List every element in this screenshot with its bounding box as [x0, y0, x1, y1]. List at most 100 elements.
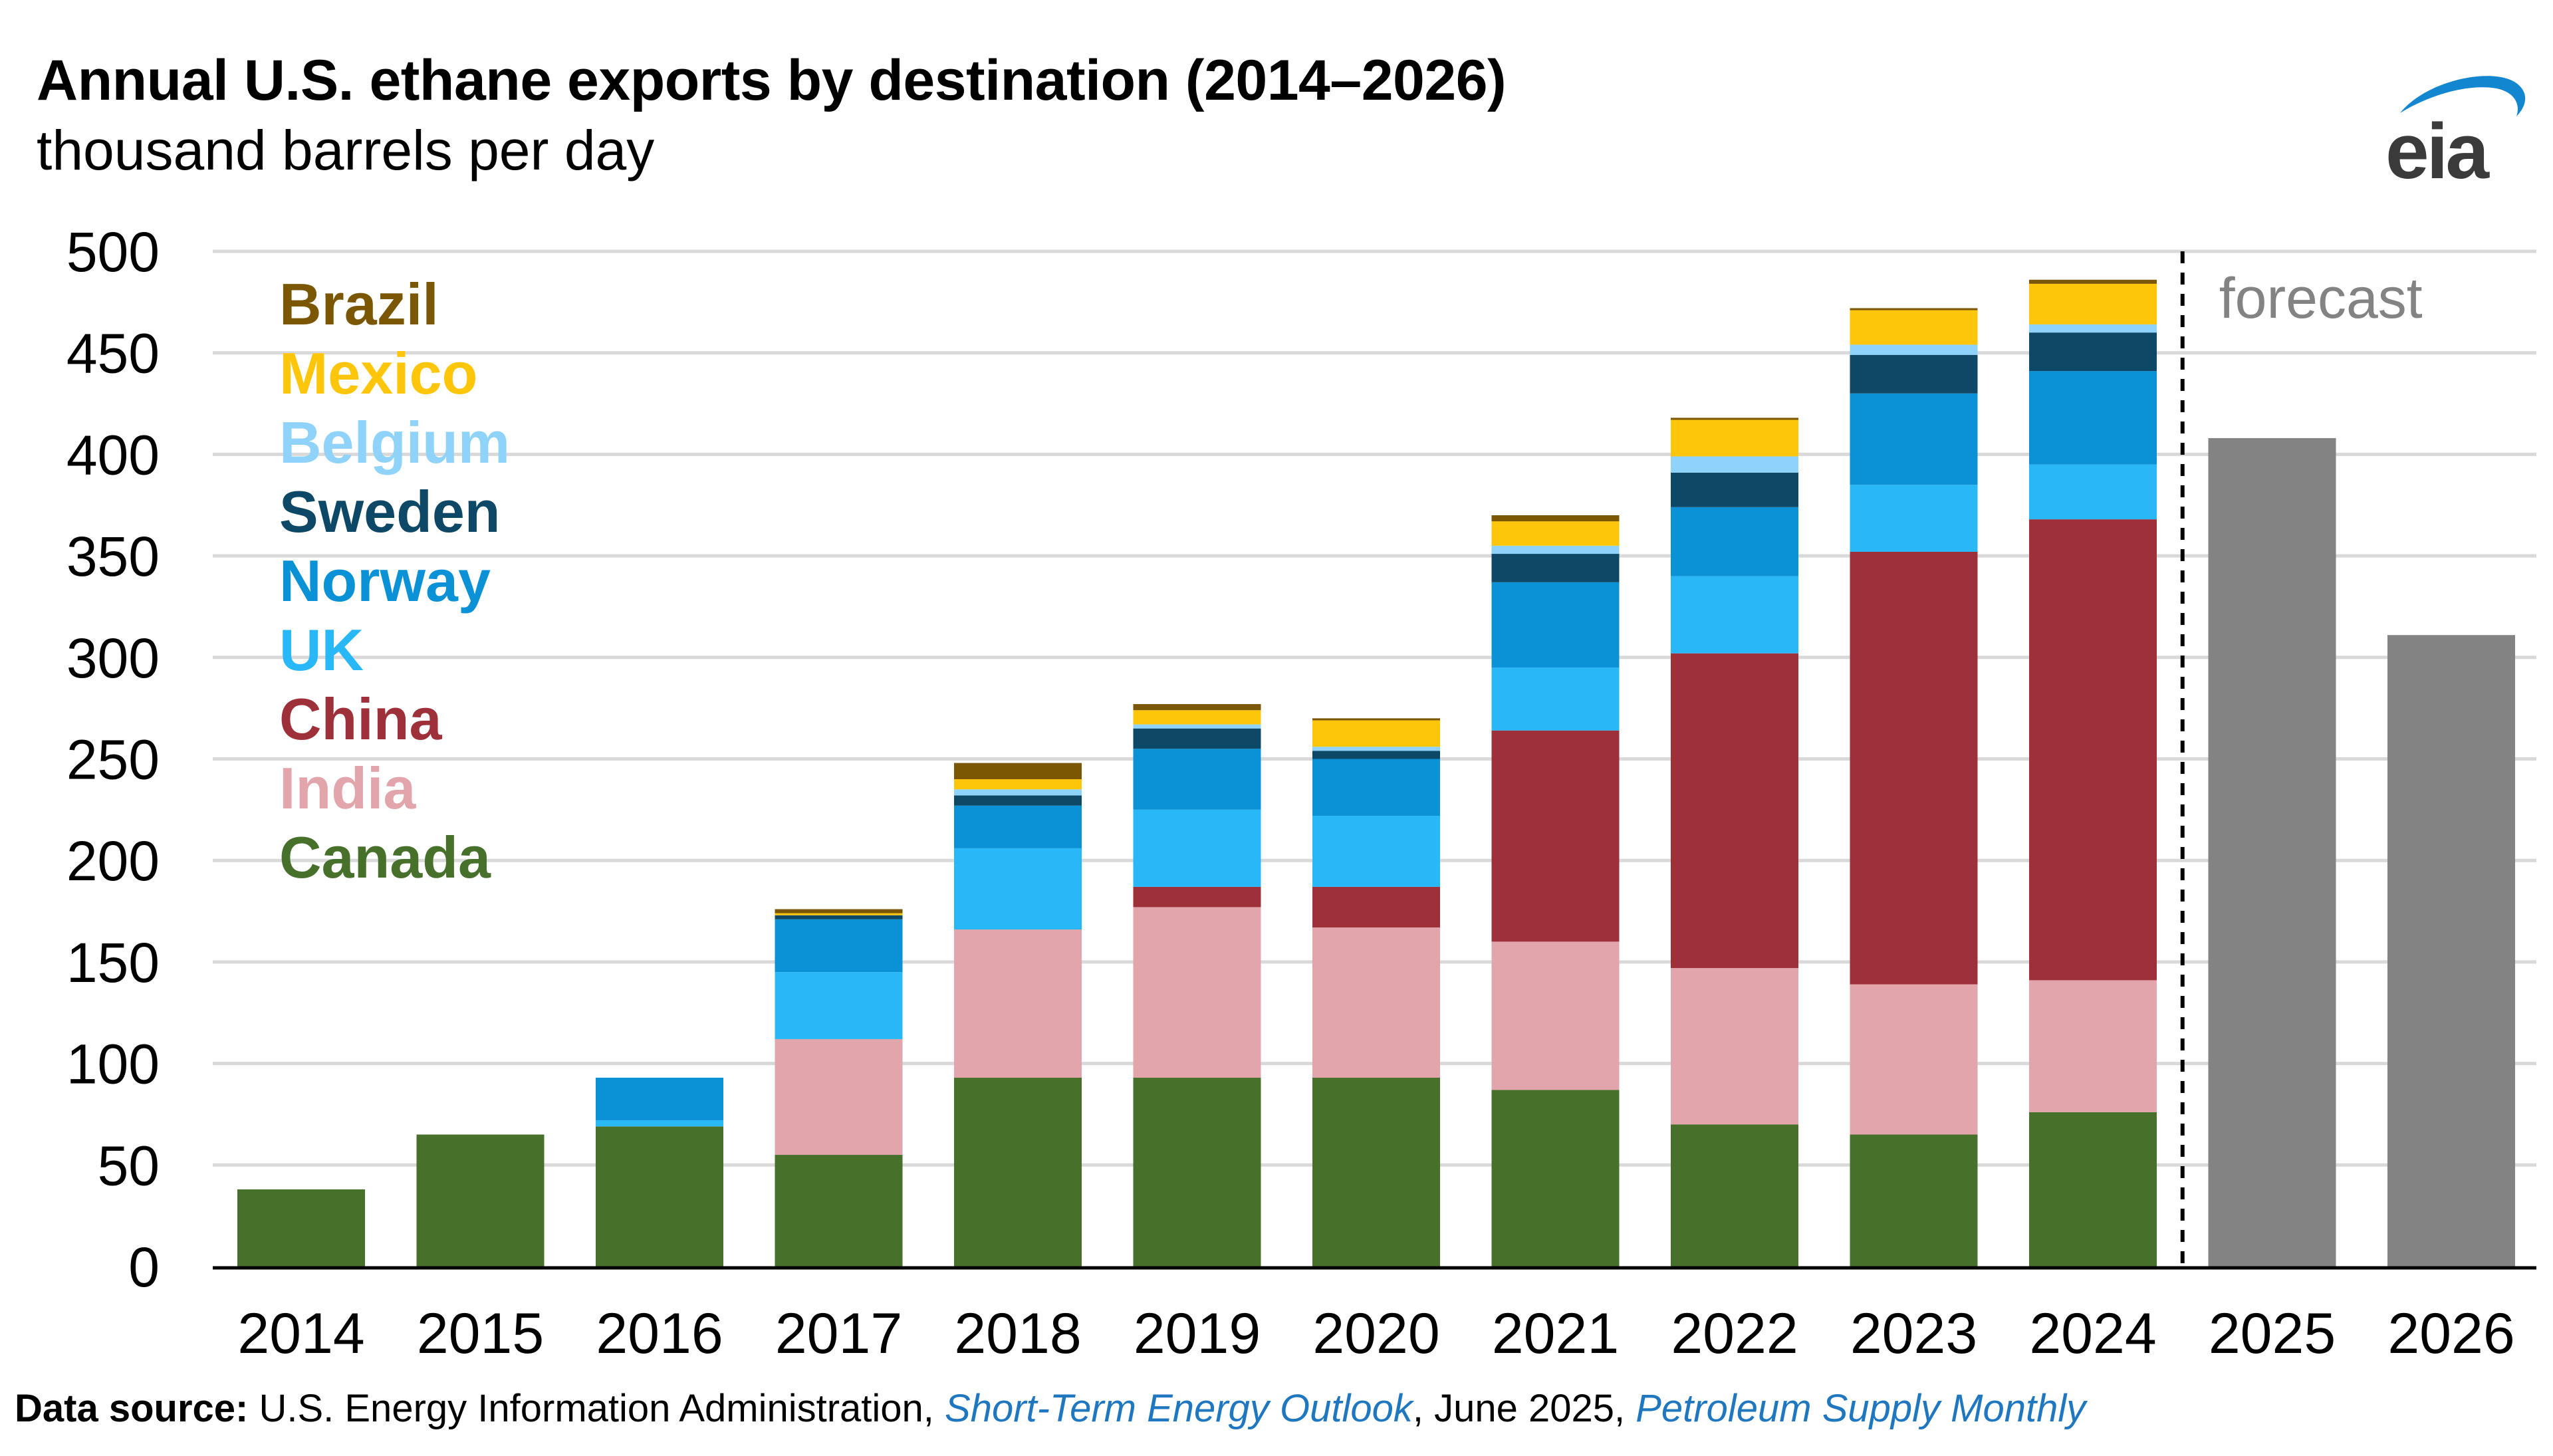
- bar-2022-canada: [1671, 1124, 1798, 1267]
- bar-2024-india: [2029, 980, 2157, 1112]
- data-source-text2: , June 2025,: [1412, 1387, 1636, 1430]
- bar-2019-china: [1133, 886, 1261, 908]
- x-tick-label-2022: 2022: [1671, 1302, 1798, 1366]
- link-short-term-energy-outlook[interactable]: Short-Term Energy Outlook: [945, 1387, 1413, 1430]
- bar-2023-mexico: [1850, 310, 1978, 345]
- bar-2021-norway: [1491, 582, 1620, 668]
- bar-2019-brazil: [1133, 704, 1261, 711]
- bar-2018-uk: [954, 848, 1082, 930]
- x-tick-label-2024: 2024: [2029, 1302, 2156, 1366]
- y-tick-label-50: 50: [98, 1134, 160, 1197]
- bar-2021-canada: [1491, 1090, 1620, 1267]
- data-source: Data source: U.S. Energy Information Adm…: [15, 1386, 2086, 1431]
- data-source-text1: U.S. Energy Information Administration,: [248, 1387, 945, 1430]
- legend-norway: Norway: [279, 548, 491, 614]
- bar-2024-belgium: [2029, 324, 2157, 333]
- legend-india: India: [279, 755, 416, 821]
- x-tick-label-2014: 2014: [237, 1302, 364, 1366]
- y-tick-label-150: 150: [66, 931, 160, 994]
- bar-2024-uk: [2029, 464, 2157, 520]
- bar-2016-norway: [596, 1077, 723, 1121]
- legend-canada: Canada: [279, 824, 491, 890]
- bar-2021-sweden: [1491, 554, 1620, 582]
- link-petroleum-supply-monthly[interactable]: Petroleum Supply Monthly: [1636, 1387, 2086, 1430]
- bar-2024-brazil: [2029, 279, 2157, 284]
- bar-2023-uk: [1850, 485, 1978, 552]
- bar-2021-india: [1491, 941, 1620, 1090]
- bar-2025-forecast-total: [2208, 437, 2336, 1267]
- data-source-label: Data source:: [15, 1387, 249, 1430]
- bar-2019-belgium: [1133, 724, 1261, 729]
- x-tick-label-2021: 2021: [1492, 1302, 1619, 1366]
- bar-2015-canada: [416, 1134, 545, 1267]
- x-tick-label-2023: 2023: [1850, 1302, 1977, 1366]
- legend-mexico: Mexico: [279, 340, 477, 406]
- bar-2017-norway: [775, 919, 903, 973]
- legend-sweden: Sweden: [279, 479, 501, 545]
- bar-2023-india: [1850, 984, 1978, 1135]
- bar-2020-india: [1312, 927, 1440, 1078]
- bar-2018-sweden: [954, 795, 1082, 806]
- bar-2023-norway: [1850, 393, 1978, 485]
- y-tick-label-350: 350: [66, 525, 160, 588]
- bar-2016-uk: [596, 1120, 723, 1127]
- bar-2024-mexico: [2029, 283, 2157, 324]
- y-tick-label-0: 0: [128, 1236, 160, 1298]
- x-tick-label-2019: 2019: [1134, 1302, 1261, 1366]
- bar-2020-canada: [1312, 1077, 1440, 1267]
- bar-2021-mexico: [1491, 521, 1620, 546]
- eia-logo-swoosh: [2400, 76, 2526, 116]
- bar-2019-sweden: [1133, 728, 1261, 749]
- y-tick-label-200: 200: [66, 830, 160, 892]
- bar-2022-india: [1671, 968, 1798, 1125]
- bar-2017-india: [775, 1038, 903, 1155]
- y-tick-label-100: 100: [66, 1033, 160, 1096]
- y-tick-label-250: 250: [66, 729, 160, 791]
- bar-2022-norway: [1671, 507, 1798, 576]
- bar-2020-brazil: [1312, 718, 1440, 721]
- bar-2020-norway: [1312, 759, 1440, 816]
- bar-2018-india: [954, 929, 1082, 1078]
- y-tick-label-450: 450: [66, 322, 160, 385]
- bar-2018-canada: [954, 1077, 1082, 1267]
- x-tick-label-2016: 2016: [596, 1302, 723, 1366]
- bar-2024-norway: [2029, 371, 2157, 465]
- y-tick-label-300: 300: [66, 627, 160, 689]
- bar-2017-uk: [775, 972, 903, 1039]
- bar-2022-belgium: [1671, 456, 1798, 473]
- bar-2020-china: [1312, 886, 1440, 927]
- forecast-label: forecast: [2219, 267, 2423, 330]
- y-axis-ticks: 0 50 100 150 200 250 300 350 400 450 500: [66, 221, 160, 1298]
- bar-2022-sweden: [1671, 472, 1798, 507]
- bar-2023-china: [1850, 551, 1978, 985]
- bar-2023-sweden: [1850, 354, 1978, 394]
- chart-subtitle: thousand barrels per day: [37, 119, 655, 182]
- x-tick-label-2025: 2025: [2209, 1302, 2336, 1366]
- bar-2021-brazil: [1491, 515, 1620, 522]
- bar-2018-brazil: [954, 763, 1082, 780]
- bar-2024-canada: [2029, 1112, 2157, 1267]
- bar-2019-india: [1133, 907, 1261, 1078]
- bars: [237, 279, 2515, 1267]
- legend-uk: UK: [279, 617, 364, 683]
- bar-2024-sweden: [2029, 332, 2157, 372]
- eia-logo-text: eia: [2385, 108, 2490, 186]
- x-tick-label-2018: 2018: [954, 1302, 1081, 1366]
- bar-2016-canada: [596, 1126, 723, 1267]
- bar-2019-uk: [1133, 809, 1261, 887]
- bar-2022-uk: [1671, 576, 1798, 654]
- x-axis-ticks: 2014 2015 2016 2017 2018 2019 2020 2021 2022 2023…: [237, 1302, 2514, 1366]
- bar-2024-china: [2029, 519, 2157, 981]
- x-tick-label-2017: 2017: [775, 1302, 902, 1366]
- bar-2017-mexico: [775, 913, 903, 915]
- bar-2018-mexico: [954, 779, 1082, 790]
- bar-2022-brazil: [1671, 418, 1798, 420]
- bar-2021-uk: [1491, 667, 1620, 731]
- legend-brazil: Brazil: [279, 271, 439, 337]
- legend: BrazilMexicoBelgiumSwedenNorwayUKChinaIn…: [279, 271, 510, 890]
- bar-2022-china: [1671, 653, 1798, 969]
- bar-2017-canada: [775, 1155, 903, 1267]
- bar-2019-mexico: [1133, 710, 1261, 725]
- bar-2020-mexico: [1312, 720, 1440, 747]
- y-tick-label-500: 500: [66, 221, 160, 283]
